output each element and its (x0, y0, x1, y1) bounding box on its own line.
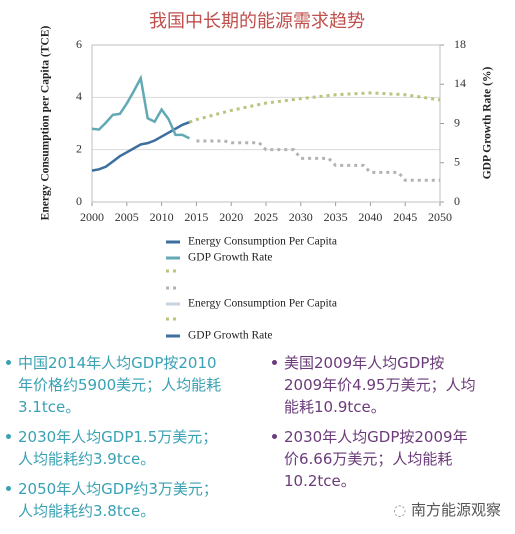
y-tick-label: 2 (76, 141, 82, 155)
bullet-item: 中国2014年人均GDP按2010 年价格约5900美元；人均能耗 3.1tce。 (4, 352, 221, 418)
bullet-line: 价6.66万美元；人均能耗 (284, 450, 453, 468)
x-tick-label: 2040 (358, 210, 382, 224)
bullet-line: 人均能耗约3.8tce。 (18, 502, 156, 520)
x-tick-label: 2010 (150, 210, 174, 224)
bullet-line: 美国2009年人均GDP按 (284, 354, 445, 372)
y-tick-label: 6 (76, 37, 82, 51)
x-tick-label: 2005 (115, 210, 139, 224)
chart: 我国中长期的能源需求趋势 Energy Consumption per Capi… (40, 11, 494, 342)
x-tick-label: 2015 (184, 210, 208, 224)
x-tick-label: 2030 (289, 210, 313, 224)
watermark-text: 南方能源观察 (410, 501, 501, 519)
x-tick-label: 2050 (428, 210, 452, 224)
left-column: 中国2014年人均GDP按2010 年价格约5900美元；人均能耗 3.1tce。 2… (4, 352, 221, 530)
y2-axis-label: GDP Growth Rate (%) (482, 67, 494, 180)
series-line (196, 139, 440, 182)
x-tick-label: 2020 (219, 210, 243, 224)
watermark-icon: ◌ (393, 501, 411, 519)
series-line (188, 91, 441, 124)
x-tick-label: 2045 (393, 210, 417, 224)
bullet-line: 2030年人均GDP1.5万美元； (18, 428, 218, 446)
bullet-line: 人均能耗约3.9tce。 (18, 450, 156, 468)
x-tick-label: 2000 (80, 210, 104, 224)
plot-frame (91, 44, 441, 203)
bullet-item: 美国2009年人均GDP按 2009年价4.95万美元；人均 能耗10.9tce。 (270, 352, 476, 418)
bullet-line: 2050年人均GDP约3万美元； (18, 480, 218, 498)
bullet-line: 中国2014年人均GDP按2010 (18, 354, 217, 372)
watermark: ◌ 南方能源观察 (393, 499, 501, 520)
y2-tick-label: 18 (454, 37, 466, 51)
series-line (91, 74, 191, 140)
x-tick-label: 2035 (324, 210, 348, 224)
bullet-line: 年价格约5900美元；人均能耗 (18, 376, 222, 394)
y-axis-label: Energy Consumption per Capita (TCE) (40, 25, 52, 220)
y2-tick-label: 9 (454, 115, 460, 129)
y2-tick-label: 0 (454, 194, 460, 208)
right-column: 美国2009年人均GDP按 2009年价4.95万美元；人均 能耗10.9tce。 2… (270, 352, 476, 500)
bullet-item: 2050年人均GDP约3万美元； 人均能耗约3.8tce。 (4, 478, 221, 522)
bullet-item: 2030年人均GDP1.5万美元； 人均能耗约3.9tce。 (4, 426, 221, 470)
y-tick-label: 4 (76, 89, 82, 103)
y2-tick-label: 14 (454, 76, 466, 90)
bullet-line: 2030年人均GDP按2009年 (284, 428, 468, 446)
bullet-item: 2030年人均GDP按2009年 价6.66万美元；人均能耗 10.2tce。 (270, 426, 476, 492)
legend-label: GDP Growth Rate (188, 252, 273, 264)
x-tick-label: 2025 (254, 210, 278, 224)
legend-label: GDP Growth Rate (188, 330, 273, 342)
legend-label: Energy Consumption Per Capita (188, 298, 337, 310)
y-tick-label: 0 (76, 194, 82, 208)
chart-title: 我国中长期的能源需求趋势 (149, 11, 365, 32)
bullet-line: 能耗10.9tce。 (284, 398, 386, 416)
y2-tick-label: 5 (454, 155, 460, 169)
series-line (91, 121, 190, 172)
bullet-line: 10.2tce。 (284, 472, 356, 490)
bullet-line: 2009年价4.95万美元；人均 (284, 376, 476, 394)
bullet-line: 3.1tce。 (18, 398, 81, 416)
legend-label: Energy Consumption Per Capita (188, 236, 337, 248)
